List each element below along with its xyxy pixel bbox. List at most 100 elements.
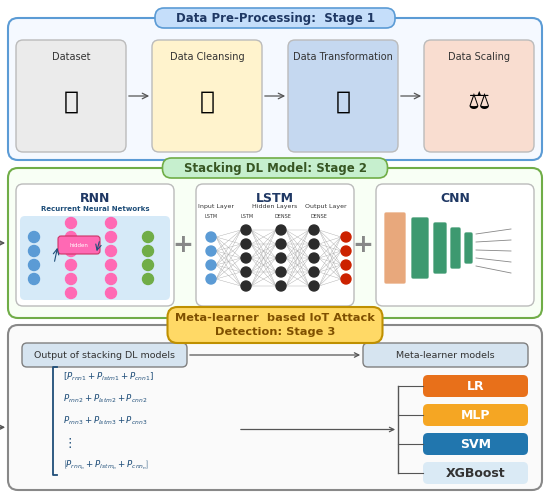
Text: $P_{rnn3} + P_{lstm3} + P_{cnn3}$: $P_{rnn3} + P_{lstm3} + P_{cnn3}$ [63, 415, 147, 427]
Text: XGBoost: XGBoost [446, 467, 505, 480]
Circle shape [142, 259, 153, 270]
Circle shape [276, 281, 286, 291]
Circle shape [65, 273, 76, 284]
Text: Output Layer: Output Layer [305, 204, 347, 209]
FancyBboxPatch shape [8, 18, 542, 160]
Circle shape [206, 260, 216, 270]
Text: $\left[P_{rnn1} + P_{lstm1} + P_{cnn1}\right]$: $\left[P_{rnn1} + P_{lstm1} + P_{cnn1}\r… [63, 371, 155, 383]
FancyBboxPatch shape [384, 212, 406, 284]
Circle shape [341, 274, 351, 284]
Text: Hidden Layers: Hidden Layers [252, 204, 298, 209]
Text: LSTM: LSTM [240, 214, 254, 219]
FancyBboxPatch shape [433, 222, 447, 274]
FancyBboxPatch shape [423, 375, 528, 397]
Text: hidden: hidden [69, 243, 89, 248]
Circle shape [142, 273, 153, 284]
Text: 🔄: 🔄 [336, 90, 350, 114]
FancyBboxPatch shape [424, 40, 534, 152]
Text: 🧹: 🧹 [200, 90, 215, 114]
FancyBboxPatch shape [16, 40, 126, 152]
Circle shape [142, 246, 153, 256]
Circle shape [241, 239, 251, 249]
Text: DENSE: DENSE [311, 214, 327, 219]
Circle shape [106, 218, 117, 229]
Circle shape [241, 225, 251, 235]
FancyBboxPatch shape [423, 462, 528, 484]
Text: +: + [173, 233, 194, 257]
Circle shape [29, 246, 40, 256]
Text: DENSE: DENSE [274, 214, 292, 219]
Circle shape [341, 246, 351, 256]
Text: Meta-learner models: Meta-learner models [396, 351, 495, 360]
Circle shape [309, 267, 319, 277]
Circle shape [309, 239, 319, 249]
Circle shape [65, 232, 76, 243]
FancyBboxPatch shape [8, 168, 542, 318]
Circle shape [276, 267, 286, 277]
Text: ⚖️: ⚖️ [468, 90, 490, 114]
Circle shape [276, 253, 286, 263]
Text: Output of stacking DL models: Output of stacking DL models [34, 351, 175, 360]
FancyBboxPatch shape [152, 40, 262, 152]
Circle shape [65, 259, 76, 270]
Text: Data Transformation: Data Transformation [293, 52, 393, 62]
Text: MLP: MLP [461, 408, 490, 421]
Circle shape [106, 246, 117, 256]
FancyBboxPatch shape [363, 343, 528, 367]
Text: $\left[P_{rnn_n} + P_{lstm_n} + P_{cnn_n}\right]$: $\left[P_{rnn_n} + P_{lstm_n} + P_{cnn_n… [63, 458, 149, 472]
FancyBboxPatch shape [8, 325, 542, 490]
Circle shape [309, 225, 319, 235]
Text: RNN: RNN [80, 192, 110, 205]
Circle shape [106, 232, 117, 243]
Text: $P_{rnn2} + P_{lstm2} + P_{cnn2}$: $P_{rnn2} + P_{lstm2} + P_{cnn2}$ [63, 393, 147, 405]
Text: LR: LR [467, 379, 485, 392]
Text: SVM: SVM [460, 438, 491, 451]
Circle shape [276, 239, 286, 249]
Text: LSTM: LSTM [205, 214, 218, 219]
Text: Data Pre-Processing:  Stage 1: Data Pre-Processing: Stage 1 [175, 11, 375, 24]
Circle shape [65, 287, 76, 298]
Text: Data Scaling: Data Scaling [448, 52, 510, 62]
Circle shape [206, 232, 216, 242]
Text: LSTM: LSTM [256, 192, 294, 205]
Text: Dataset: Dataset [52, 52, 90, 62]
Circle shape [241, 253, 251, 263]
FancyBboxPatch shape [168, 307, 382, 343]
FancyBboxPatch shape [376, 184, 534, 306]
FancyBboxPatch shape [22, 343, 187, 367]
Circle shape [106, 287, 117, 298]
Circle shape [309, 253, 319, 263]
Circle shape [65, 218, 76, 229]
FancyBboxPatch shape [423, 404, 528, 426]
FancyBboxPatch shape [162, 158, 388, 178]
FancyBboxPatch shape [464, 232, 473, 264]
Circle shape [341, 260, 351, 270]
Text: $\vdots$: $\vdots$ [63, 436, 72, 450]
Circle shape [241, 281, 251, 291]
FancyBboxPatch shape [450, 227, 461, 269]
Text: +: + [353, 233, 373, 257]
Circle shape [106, 259, 117, 270]
FancyBboxPatch shape [155, 8, 395, 28]
Circle shape [309, 281, 319, 291]
Circle shape [142, 232, 153, 243]
Text: Data Cleansing: Data Cleansing [170, 52, 244, 62]
Text: Stacking DL Model: Stage 2: Stacking DL Model: Stage 2 [184, 161, 366, 174]
FancyBboxPatch shape [58, 236, 100, 254]
Circle shape [206, 246, 216, 256]
Circle shape [106, 273, 117, 284]
Circle shape [29, 232, 40, 243]
FancyBboxPatch shape [196, 184, 354, 306]
FancyBboxPatch shape [411, 217, 429, 279]
FancyBboxPatch shape [423, 433, 528, 455]
FancyBboxPatch shape [288, 40, 398, 152]
Text: 📊: 📊 [63, 90, 79, 114]
Circle shape [29, 273, 40, 284]
Circle shape [241, 267, 251, 277]
Circle shape [65, 246, 76, 256]
Circle shape [206, 274, 216, 284]
FancyBboxPatch shape [16, 184, 174, 306]
Circle shape [341, 232, 351, 242]
Text: Recurrent Neural Networks: Recurrent Neural Networks [41, 206, 149, 212]
FancyBboxPatch shape [20, 216, 170, 300]
